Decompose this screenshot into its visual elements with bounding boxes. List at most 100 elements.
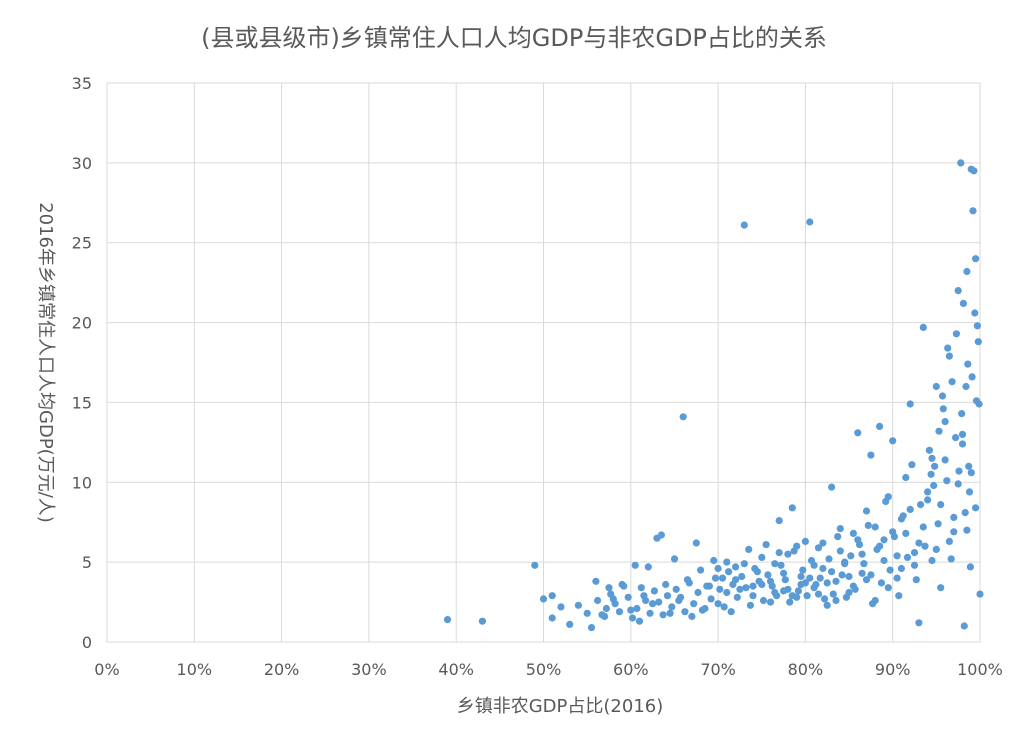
data-point xyxy=(952,330,961,338)
data-point xyxy=(860,560,868,568)
data-point xyxy=(836,525,844,533)
y-axis-ticks: 0 5 10 15 20 25 30 35 xyxy=(72,74,92,652)
y-tick-label: 10 xyxy=(72,473,92,492)
data-point xyxy=(725,568,733,576)
data-point xyxy=(797,580,805,589)
data-point xyxy=(876,542,884,550)
data-point xyxy=(685,579,693,587)
data-point xyxy=(960,622,968,630)
x-tick-label: 20% xyxy=(264,660,300,679)
data-point xyxy=(615,608,624,616)
data-point xyxy=(736,585,744,593)
data-point xyxy=(917,501,925,509)
data-point xyxy=(594,596,602,605)
data-point xyxy=(627,606,635,614)
data-point xyxy=(740,560,748,568)
data-point xyxy=(666,609,674,617)
data-point xyxy=(971,309,979,317)
data-point xyxy=(602,604,611,613)
data-point xyxy=(775,549,783,557)
data-point xyxy=(963,526,971,534)
y-tick-label: 0 xyxy=(82,633,92,652)
data-point xyxy=(716,585,724,593)
y-tick-label: 20 xyxy=(72,314,92,333)
data-point xyxy=(884,584,892,592)
data-point xyxy=(924,496,932,504)
y-tick-label: 25 xyxy=(72,234,92,253)
data-point xyxy=(836,547,844,555)
data-point xyxy=(733,593,741,601)
data-point xyxy=(932,382,940,391)
data-point xyxy=(786,598,794,606)
data-point xyxy=(574,601,583,609)
data-point xyxy=(816,574,824,582)
data-point xyxy=(628,614,637,622)
data-point xyxy=(679,413,687,421)
data-point xyxy=(711,574,720,582)
x-tick-label: 0% xyxy=(94,660,119,679)
data-point xyxy=(611,600,619,608)
data-point xyxy=(650,587,659,595)
data-point xyxy=(880,536,888,544)
data-point xyxy=(944,344,952,352)
data-point xyxy=(605,584,613,592)
data-point xyxy=(966,563,975,571)
data-point xyxy=(631,561,639,569)
data-point xyxy=(952,434,960,442)
data-point xyxy=(957,159,965,167)
data-point xyxy=(828,483,836,491)
data-point xyxy=(620,582,628,590)
data-point xyxy=(841,560,849,568)
data-point xyxy=(710,556,718,565)
data-point xyxy=(882,497,890,506)
data-point xyxy=(703,582,711,590)
data-point xyxy=(895,592,903,600)
data-point xyxy=(965,488,974,496)
data-point xyxy=(810,561,818,569)
data-point xyxy=(714,564,722,573)
data-point xyxy=(672,585,680,593)
data-point xyxy=(592,577,600,585)
data-point xyxy=(531,561,539,569)
data-points xyxy=(443,159,984,632)
data-point xyxy=(668,603,676,611)
data-point xyxy=(902,473,910,482)
data-point xyxy=(976,590,984,598)
data-point xyxy=(834,533,842,541)
data-point xyxy=(910,561,919,569)
x-tick-label: 100% xyxy=(957,660,1003,679)
data-point xyxy=(889,437,897,445)
data-point xyxy=(950,513,958,522)
data-point xyxy=(478,617,486,625)
data-point xyxy=(968,373,976,381)
data-point xyxy=(962,382,970,391)
data-point xyxy=(908,461,916,469)
data-point xyxy=(598,611,606,619)
data-point xyxy=(869,600,877,608)
data-point xyxy=(915,539,923,547)
data-point xyxy=(842,593,851,601)
data-point xyxy=(803,592,811,600)
data-point xyxy=(924,488,932,496)
data-point xyxy=(937,584,945,592)
data-point xyxy=(751,564,759,573)
data-point xyxy=(867,571,875,579)
data-point xyxy=(832,577,840,585)
plot-area xyxy=(106,82,981,643)
data-point xyxy=(959,299,968,307)
data-point xyxy=(939,405,947,413)
data-point xyxy=(637,584,645,592)
data-point xyxy=(897,564,906,573)
data-point xyxy=(886,566,894,574)
data-point xyxy=(692,539,700,547)
data-point xyxy=(732,563,740,571)
data-point xyxy=(707,595,715,603)
data-point xyxy=(806,574,814,582)
data-point xyxy=(934,520,942,528)
x-tick-label: 40% xyxy=(438,660,474,679)
data-point xyxy=(764,571,772,579)
y-tick-label: 35 xyxy=(72,74,92,93)
data-point xyxy=(746,601,755,609)
data-point xyxy=(646,609,654,617)
data-point xyxy=(814,544,823,552)
